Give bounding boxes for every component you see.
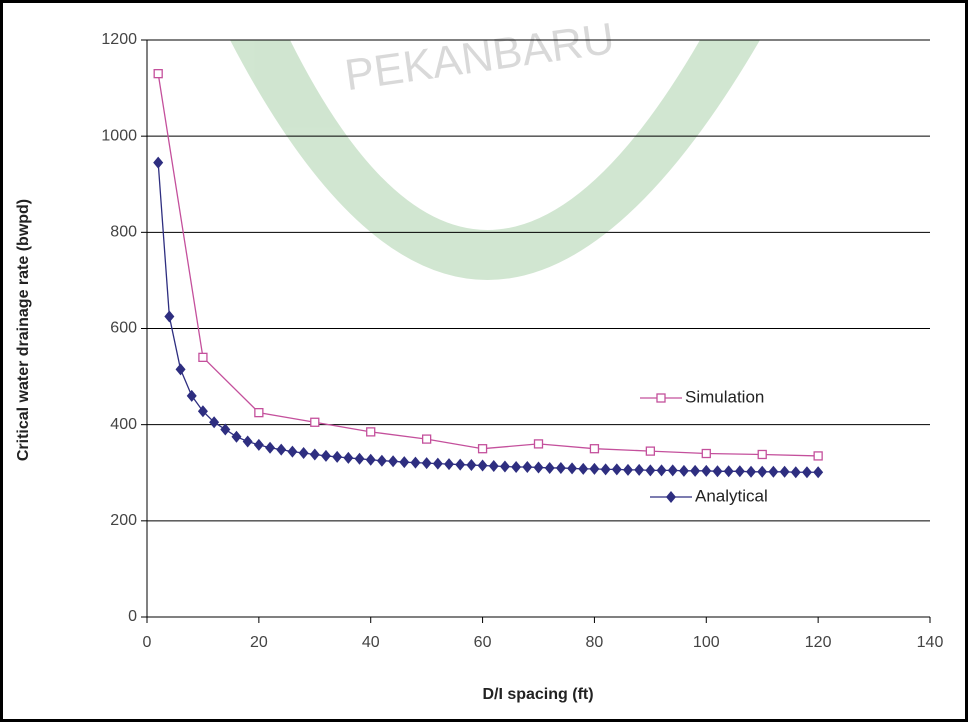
marker: [645, 464, 656, 477]
marker: [813, 466, 824, 479]
marker: [533, 439, 544, 449]
marker: [421, 434, 432, 444]
marker: [555, 461, 566, 474]
marker: [354, 452, 365, 465]
marker: [544, 461, 555, 474]
marker: [779, 465, 790, 478]
marker: [656, 464, 667, 477]
marker: [622, 463, 633, 476]
marker: [198, 352, 208, 363]
marker: [153, 69, 163, 79]
marker: [790, 466, 801, 479]
marker: [310, 417, 320, 427]
y-tick-label: 600: [110, 320, 137, 337]
marker: [511, 460, 522, 473]
legend-marker: [666, 491, 676, 503]
marker: [366, 427, 376, 437]
marker: [421, 457, 432, 470]
marker: [197, 405, 208, 418]
marker: [600, 463, 611, 476]
marker: [712, 465, 723, 478]
legend-label: Analytical: [695, 486, 768, 505]
marker: [477, 459, 488, 472]
y-tick-label: 0: [128, 608, 137, 625]
marker: [578, 462, 589, 475]
marker: [589, 444, 600, 454]
marker: [164, 310, 175, 323]
x-tick-label: 140: [917, 634, 944, 651]
marker: [320, 449, 331, 462]
marker: [209, 416, 220, 429]
marker: [343, 451, 354, 464]
marker: [499, 460, 510, 473]
marker: [186, 389, 197, 402]
marker: [253, 438, 264, 451]
marker: [388, 455, 399, 468]
marker: [455, 458, 466, 471]
marker: [466, 459, 477, 472]
marker: [757, 465, 768, 478]
marker: [701, 448, 711, 459]
x-tick-label: 60: [474, 634, 492, 651]
x-tick-label: 0: [143, 634, 152, 651]
marker: [678, 464, 689, 477]
legend-marker: [656, 393, 666, 403]
marker: [768, 465, 779, 478]
marker: [701, 464, 712, 477]
marker: [477, 444, 488, 454]
marker: [667, 464, 678, 477]
marker: [634, 463, 645, 476]
marker: [813, 451, 823, 461]
marker: [153, 156, 164, 169]
marker: [410, 456, 421, 469]
marker: [376, 454, 387, 467]
marker: [589, 462, 600, 475]
marker: [175, 363, 186, 376]
y-axis-title: Critical water drainage rate (bwpd): [15, 199, 32, 461]
marker: [757, 449, 767, 460]
marker: [231, 430, 242, 443]
marker: [399, 456, 410, 469]
marker: [287, 445, 298, 458]
marker: [298, 447, 309, 460]
watermark-shape: [230, 40, 760, 280]
marker: [332, 450, 343, 463]
marker: [242, 435, 253, 448]
marker: [276, 443, 287, 456]
marker: [220, 423, 231, 436]
marker: [309, 448, 320, 461]
marker: [365, 453, 376, 466]
marker: [645, 446, 656, 456]
y-tick-label: 1200: [101, 31, 137, 48]
y-tick-label: 400: [110, 416, 137, 433]
marker: [444, 458, 455, 471]
marker: [488, 460, 499, 473]
marker: [611, 463, 622, 476]
x-tick-label: 120: [805, 634, 832, 651]
marker: [567, 462, 578, 475]
legend-label: Simulation: [685, 387, 764, 406]
marker: [734, 465, 745, 478]
marker: [801, 466, 812, 479]
x-tick-label: 80: [586, 634, 604, 651]
x-tick-label: 100: [693, 634, 720, 651]
marker: [746, 465, 757, 478]
x-tick-label: 40: [362, 634, 380, 651]
x-tick-label: 20: [250, 634, 268, 651]
marker: [522, 460, 533, 473]
x-axis-title: D/I spacing (ft): [482, 686, 593, 703]
marker: [690, 464, 701, 477]
marker: [533, 461, 544, 474]
marker: [723, 465, 734, 478]
marker: [432, 457, 443, 470]
y-tick-label: 200: [110, 512, 137, 529]
marker: [254, 407, 264, 418]
y-tick-label: 800: [110, 224, 137, 241]
y-tick-label: 1000: [101, 127, 137, 144]
marker: [265, 441, 276, 454]
